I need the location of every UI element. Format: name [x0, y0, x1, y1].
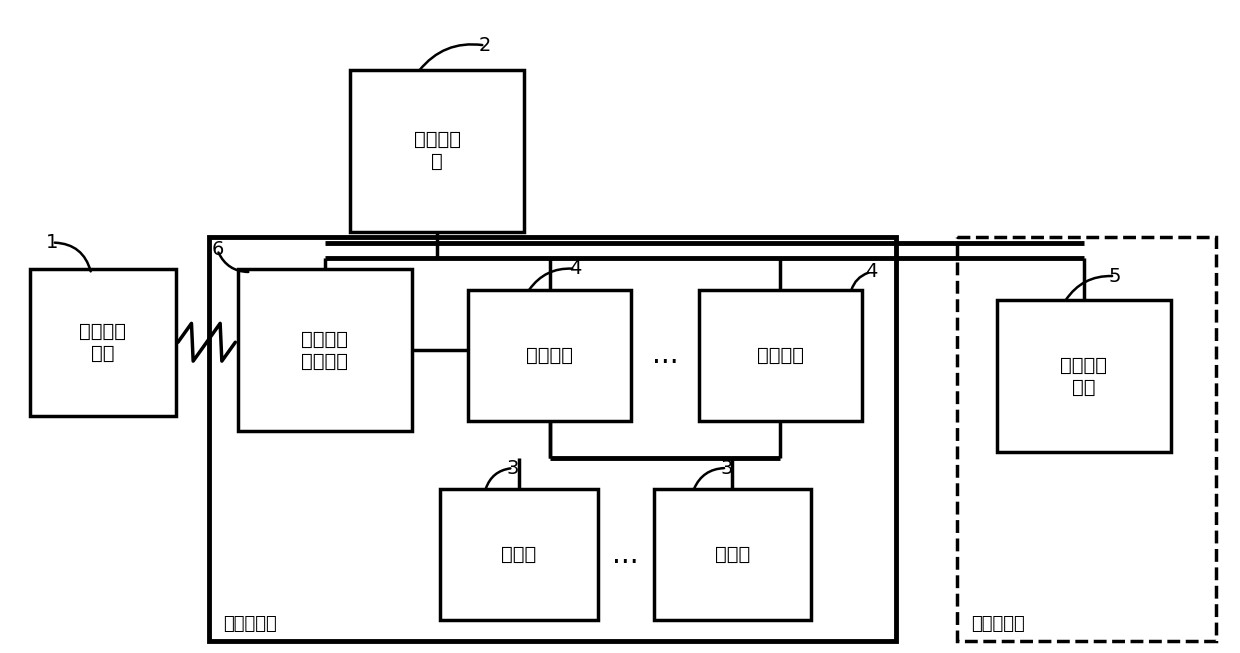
Text: 4: 4	[569, 259, 582, 278]
Text: 智能电表: 智能电表	[756, 346, 804, 365]
Bar	[997, 300, 1171, 453]
Text: 3: 3	[507, 458, 520, 477]
Text: 3: 3	[720, 458, 733, 477]
Bar	[653, 489, 811, 620]
Bar	[469, 290, 631, 421]
Bar	[440, 489, 598, 620]
Bar	[698, 290, 862, 421]
Text: 远程控制
设备: 远程控制 设备	[79, 322, 126, 362]
Text: 逆变器: 逆变器	[714, 545, 750, 564]
Text: 1: 1	[46, 233, 58, 252]
Bar	[30, 269, 176, 416]
Bar	[238, 269, 412, 432]
Text: ...: ...	[613, 541, 639, 569]
Text: 监测数据
采集终端: 监测数据 采集终端	[301, 330, 348, 371]
Text: 并网配电室: 并网配电室	[971, 614, 1024, 633]
Bar	[210, 237, 895, 641]
Text: 6: 6	[211, 240, 223, 259]
Text: 2: 2	[479, 36, 491, 55]
Bar	[350, 70, 525, 232]
Text: 环境监测
仪: 环境监测 仪	[414, 131, 461, 171]
Text: ...: ...	[652, 342, 678, 370]
Text: 5: 5	[1109, 266, 1121, 285]
Bar	[957, 237, 1216, 641]
Text: 智能电表: 智能电表	[526, 346, 573, 365]
Text: 光伏配电室: 光伏配电室	[223, 614, 277, 633]
Text: 4: 4	[864, 263, 877, 281]
Text: 防逆流采
集箱: 防逆流采 集箱	[1060, 356, 1107, 397]
Text: 逆变器: 逆变器	[501, 545, 537, 564]
